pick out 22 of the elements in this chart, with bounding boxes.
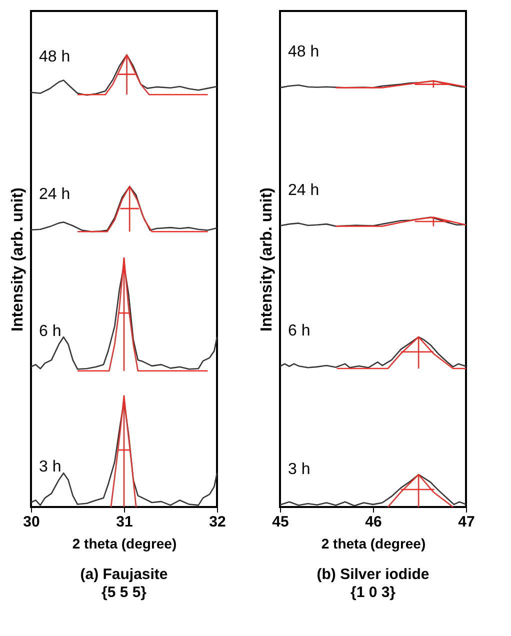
y-axis-title: Intensity (arb. unit): [258, 188, 276, 332]
text: {5 5 5}: [101, 584, 147, 601]
x-tick-label: 30: [23, 514, 40, 530]
series-label: 3 h: [39, 458, 62, 476]
series-label: 48 h: [288, 44, 320, 61]
x-tick-label: 45: [272, 514, 289, 530]
text: {1 0 3}: [350, 584, 396, 601]
x-tick-label: 47: [458, 514, 475, 530]
series-label: 24 h: [39, 186, 70, 203]
x-tick-label: 46: [365, 514, 382, 530]
text: (a) Faujasite: [80, 566, 168, 583]
x-axis-title: 2 theta (degree): [72, 536, 177, 552]
series-label: 6 h: [39, 322, 62, 340]
x-tick-label: 31: [116, 514, 133, 530]
x-tick-label: 32: [209, 514, 226, 530]
series-label: 24 h: [288, 182, 320, 199]
series-label: 3 h: [288, 460, 310, 478]
x-axis-title: 2 theta (degree): [321, 536, 426, 552]
series-label: 6 h: [288, 322, 310, 340]
series-label: 48 h: [39, 48, 70, 66]
text: (b) Silver iodide: [316, 566, 430, 583]
y-axis-title: Intensity (arb. unit): [10, 188, 26, 332]
